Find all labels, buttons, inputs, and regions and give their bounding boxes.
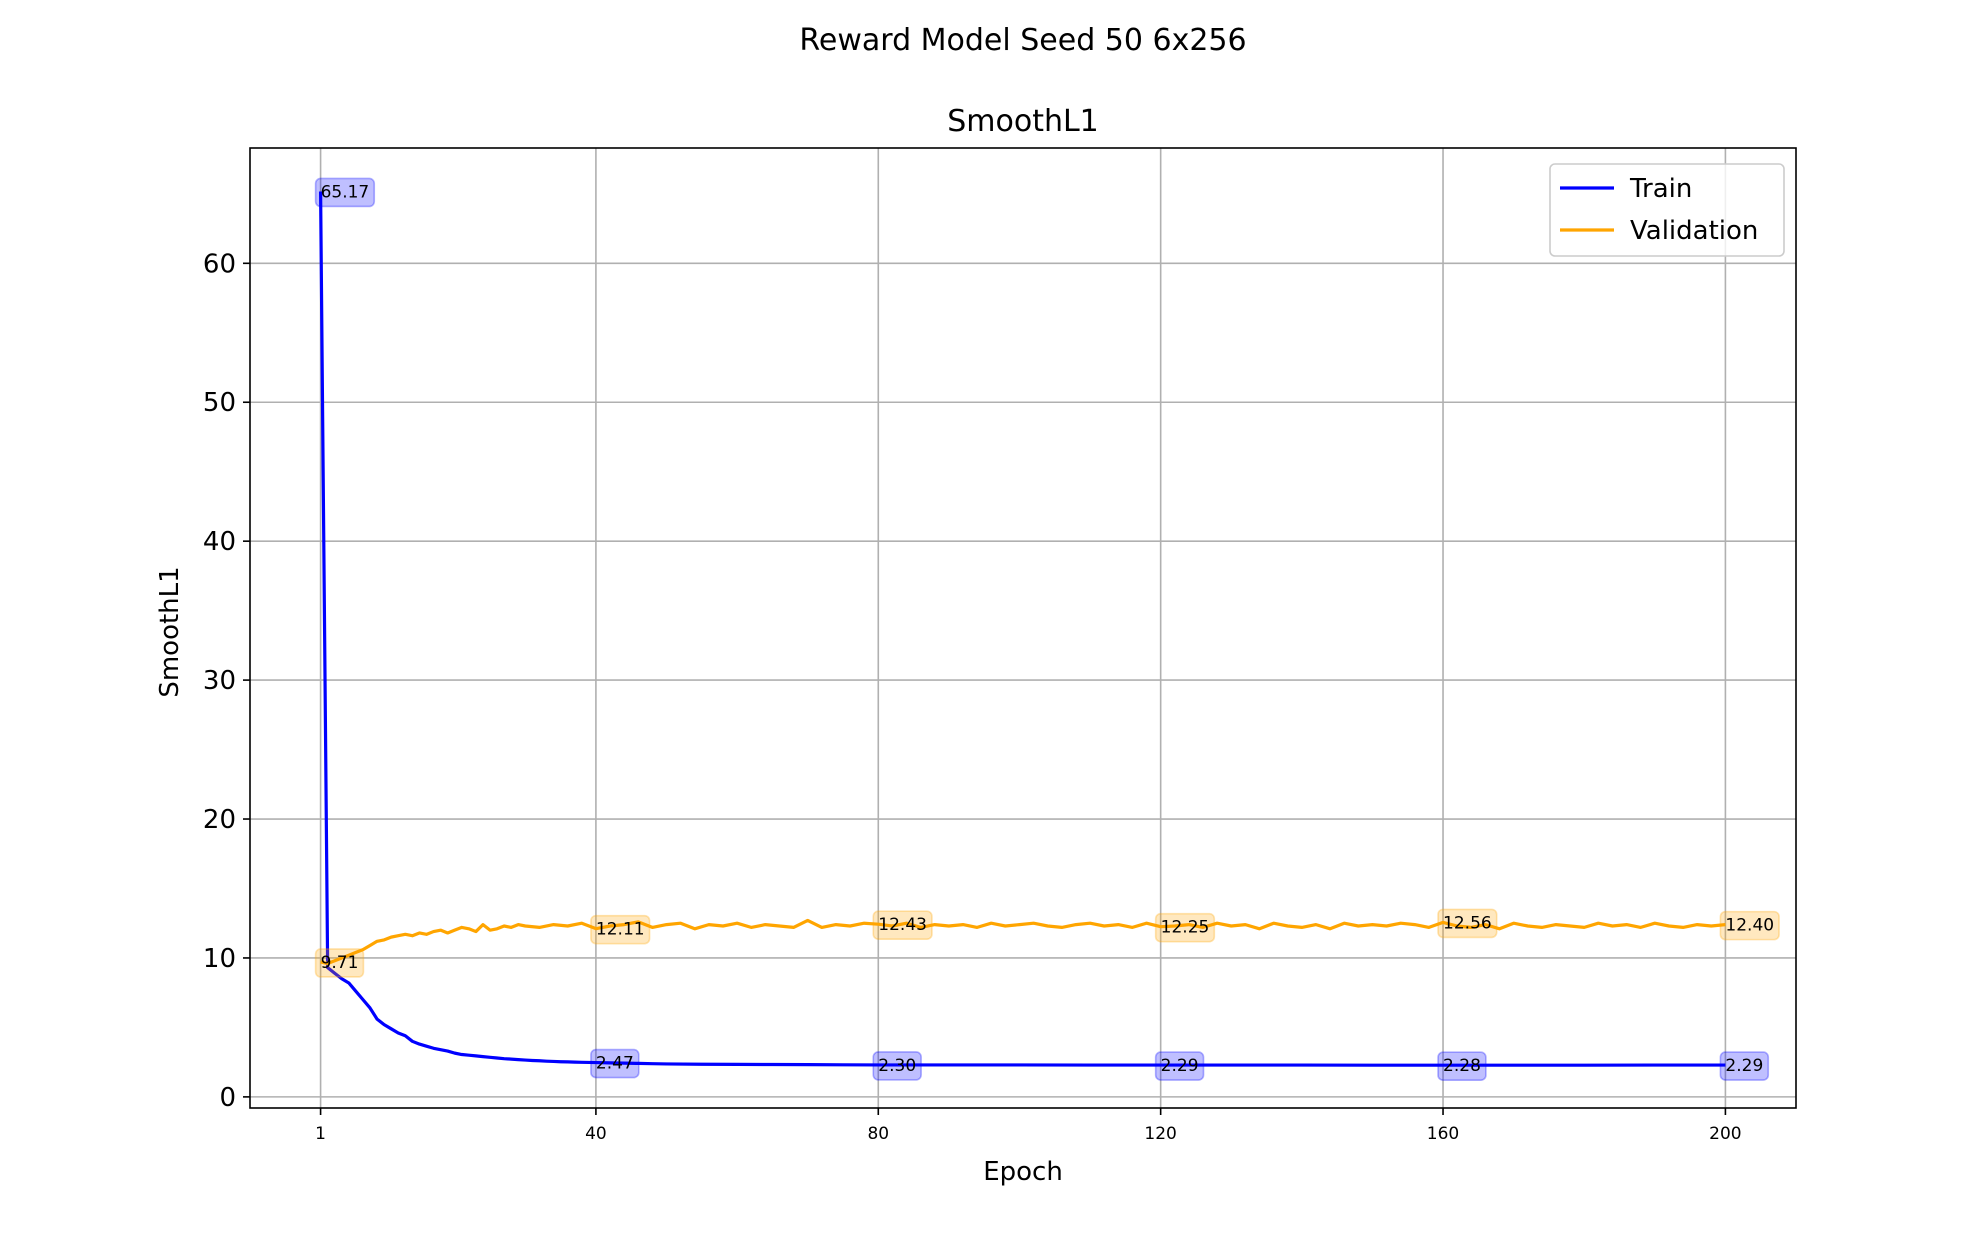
- data-label-text: 12.56: [1443, 913, 1492, 933]
- x-tick-label: 40: [585, 1124, 607, 1144]
- legend: Train Validation: [1549, 163, 1785, 257]
- data-label-text: 2.30: [878, 1056, 916, 1076]
- data-label: 12.40: [1719, 910, 1780, 941]
- data-label-box: [314, 948, 365, 978]
- data-labels: 65.17 2.47 2.30 2.29 2.28 2.29 9.71 12.11 12.43 1…: [314, 177, 1780, 1082]
- series-line-train: [318, 191, 1726, 1067]
- data-label: 2.29: [1154, 1051, 1205, 1081]
- data-label-text: 65.17: [321, 182, 370, 202]
- data-label: 2.47: [590, 1048, 640, 1079]
- y-tick-label: 10: [203, 944, 236, 974]
- data-label: 2.30: [872, 1051, 922, 1081]
- y-tick-label: 30: [203, 666, 236, 696]
- data-label: 12.43: [872, 910, 933, 940]
- data-label-text: 2.29: [1725, 1056, 1763, 1076]
- data-label-box: [314, 177, 376, 208]
- data-label-box: [1437, 1051, 1487, 1082]
- y-tick-label: 20: [203, 805, 236, 835]
- data-label-text: 12.40: [1725, 916, 1774, 936]
- chart-title: SmoothL1: [947, 104, 1099, 139]
- data-label-text: 9.71: [321, 953, 359, 973]
- data-label-box: [872, 1051, 922, 1081]
- y-tick-label: 60: [203, 249, 236, 279]
- data-label-box: [1437, 908, 1498, 939]
- series-line-validation: [320, 918, 1726, 966]
- data-label-text: 12.43: [878, 915, 927, 935]
- plot-frame: [249, 147, 1797, 1109]
- data-label: 9.71: [314, 948, 365, 978]
- data-label: 12.25: [1154, 912, 1216, 943]
- data-label-box: [872, 910, 933, 940]
- y-tick-label: 40: [203, 527, 236, 557]
- x-tick-label: 80: [867, 1124, 889, 1144]
- data-label-text: 2.28: [1443, 1056, 1481, 1076]
- data-label-box: [1154, 1051, 1205, 1081]
- data-label: 65.17: [314, 177, 376, 208]
- series-lines: [318, 191, 1726, 1067]
- axis-ticks: 1 40 80 120 160 200 0 10 20 30 40 50 60: [203, 249, 1742, 1144]
- legend-label-validation: Validation: [1630, 216, 1758, 246]
- x-tick-label: 200: [1709, 1124, 1741, 1144]
- data-label-text: 12.25: [1161, 918, 1210, 938]
- data-label-box: [590, 1048, 640, 1079]
- data-label: 2.28: [1437, 1051, 1487, 1082]
- y-axis-label: SmoothL1: [155, 566, 185, 697]
- y-tick-label: 50: [203, 388, 236, 418]
- figure-suptitle: Reward Model Seed 50 6x256: [799, 23, 1246, 58]
- data-label-text: 2.47: [596, 1054, 634, 1074]
- data-label-box: [1154, 912, 1216, 943]
- y-tick-label: 0: [219, 1083, 236, 1113]
- data-label-text: 12.11: [596, 920, 645, 940]
- x-axis-label: Epoch: [983, 1157, 1063, 1187]
- data-label-text: 2.29: [1161, 1056, 1199, 1076]
- x-tick-label: 120: [1144, 1124, 1176, 1144]
- legend-label-train: Train: [1629, 174, 1692, 204]
- data-label: 12.11: [590, 914, 651, 945]
- x-tick-label: 160: [1427, 1124, 1459, 1144]
- x-tick-label: 1: [315, 1124, 326, 1144]
- grid: [250, 148, 1796, 1108]
- data-label-box: [590, 914, 651, 945]
- data-label: 2.29: [1719, 1051, 1770, 1081]
- data-label: 12.56: [1437, 908, 1498, 939]
- data-label-box: [1719, 910, 1780, 941]
- data-label-box: [1719, 1051, 1770, 1081]
